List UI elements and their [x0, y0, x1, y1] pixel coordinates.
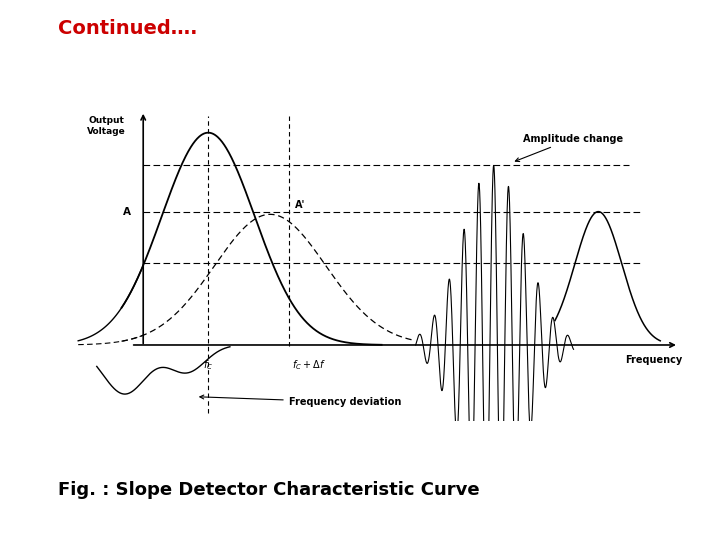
Text: Frequency deviation: Frequency deviation: [200, 395, 401, 407]
Text: Frequency: Frequency: [625, 355, 682, 365]
Text: $f_C$: $f_C$: [203, 359, 213, 373]
Text: Amplitude change: Amplitude change: [516, 133, 623, 161]
Text: A: A: [123, 207, 131, 217]
Text: A': A': [295, 200, 305, 210]
Text: Output
Voltage: Output Voltage: [86, 116, 125, 136]
Text: $f_C + \Delta f$: $f_C + \Delta f$: [292, 359, 325, 373]
Text: Fig. : Slope Detector Characteristic Curve: Fig. : Slope Detector Characteristic Cur…: [58, 481, 480, 498]
Text: Continued….: Continued….: [58, 19, 197, 38]
